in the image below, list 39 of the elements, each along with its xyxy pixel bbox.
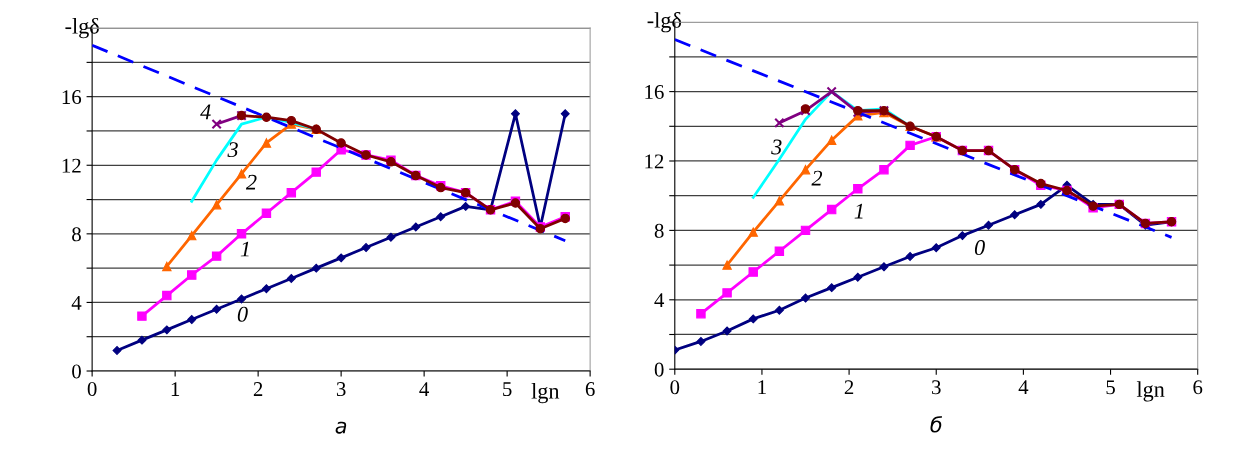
- x-tick-label: 5: [1106, 380, 1115, 395]
- x-tick-label: 6: [585, 382, 595, 397]
- annotation: 4: [200, 104, 211, 120]
- y-tick-label: 4: [654, 293, 665, 308]
- annotation: 2: [245, 174, 257, 190]
- annotation: 1: [854, 203, 863, 219]
- x-tick-label: 1: [171, 382, 180, 396]
- text: б: [930, 416, 942, 433]
- y-tick-label: 0: [654, 362, 664, 377]
- annotation: 0: [237, 306, 248, 322]
- y-tick-label: 4: [71, 295, 82, 310]
- y-tick-label: 16: [62, 90, 82, 105]
- text: а: [335, 421, 347, 434]
- x-axis-title: lgn: [1136, 381, 1165, 402]
- y-tick-label: 16: [645, 85, 664, 100]
- annotation: 3: [227, 142, 238, 158]
- y-tick-label: 8: [72, 227, 81, 242]
- annotation: 2: [811, 170, 823, 186]
- x-tick-label: 1: [758, 380, 766, 395]
- x-tick-label: 4: [419, 382, 430, 396]
- x-tick-label: 0: [670, 380, 680, 395]
- annotation: 1: [240, 241, 249, 257]
- annotation: 0: [974, 240, 985, 256]
- y-tick-label: 8: [654, 223, 664, 238]
- x-tick-label: 5: [503, 382, 512, 397]
- x-tick-label: 3: [932, 380, 941, 395]
- x-tick-label: 6: [1193, 380, 1203, 395]
- x-tick-label: 2: [844, 380, 854, 395]
- x-tick-label: 2: [253, 382, 263, 396]
- x-tick-label: 0: [87, 382, 97, 397]
- y-tick-label: 12: [62, 158, 81, 173]
- y-tick-label: 0: [72, 364, 81, 379]
- x-tick-label: 3: [336, 382, 346, 397]
- x-axis-title: lgn: [531, 383, 560, 404]
- annotation: 3: [771, 139, 782, 155]
- y-axis-title: -lgδ: [647, 12, 682, 33]
- y-tick-label: 12: [645, 154, 664, 169]
- x-tick-label: 4: [1018, 380, 1029, 395]
- y-axis-title: -lgδ: [65, 17, 99, 39]
